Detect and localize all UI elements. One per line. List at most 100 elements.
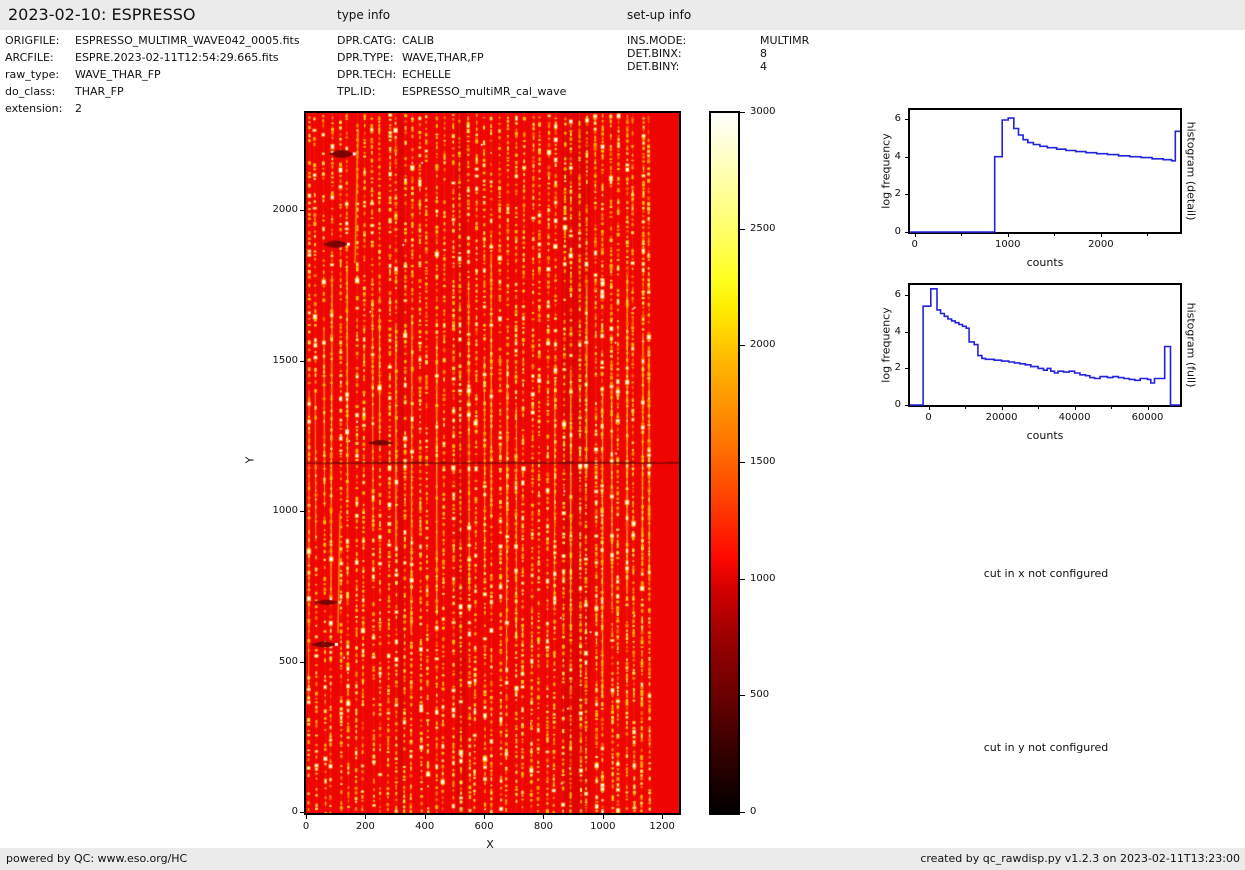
y-axis-tick-label: 1500 [272,354,298,366]
hist-x-tick-label: 60000 [1131,412,1164,423]
type-info-row: DPR.TYPE: WAVE,THAR,FP [337,51,484,64]
note-cut-x: cut in x not configured [983,567,1109,580]
type-info-value: ECHELLE [402,68,452,81]
hist-x-tick-label: 2000 [1088,239,1114,250]
hist-x-tick [1074,406,1076,410]
file-info-row: extension: 2 [5,102,82,115]
x-axis-tick [424,815,426,819]
type-info-header: type info [337,8,391,22]
setup-info-value: 4 [760,60,767,73]
type-info-value: ESPRESSO_multiMR_cal_wave [402,85,567,98]
y-axis-tick-label: 500 [278,655,298,667]
file-info-value: 2 [75,102,82,115]
file-info-row: raw_type: WAVE_THAR_FP [5,68,161,81]
x-axis-tick-label: 1200 [649,821,675,832]
y-axis-tick [300,360,304,362]
x-axis-tick-label: 400 [415,821,435,832]
raw-image-canvas [306,113,679,813]
page-title: 2023-02-10: ESPRESSO [8,5,196,24]
file-info-value: THAR_FP [75,85,124,98]
hist-y-tick [905,368,909,370]
y-axis-tick [300,812,304,813]
x-axis-tick [543,815,545,819]
file-info-value: ESPRE.2023-02-11T12:54:29.665.fits [75,51,279,64]
hist-x-tick [1100,233,1102,237]
colorbar [709,111,740,815]
hist-y-tick-label: 6 [894,113,901,125]
hist-x-minor-tick [1038,406,1040,409]
histogram-detail-right-label: histogram (detail) [1184,121,1198,221]
x-axis-tick-label: 600 [474,821,494,832]
histogram-detail-x-axis-label: counts [1026,256,1064,269]
note-cut-y: cut in y not configured [983,741,1109,754]
hist-y-tick-label: 6 [894,289,901,301]
histogram-line [910,117,1180,233]
file-info-value: WAVE_THAR_FP [75,68,161,81]
y-axis-tick [300,661,304,663]
type-info-label: DPR.CATG: [337,34,397,47]
setup-info-value: 8 [760,47,767,60]
hist-x-tick [1001,406,1003,410]
hist-y-tick-label: 2 [894,362,901,374]
type-info-row: DPR.TECH: ECHELLE [337,68,451,81]
x-axis-tick-label: 200 [355,821,375,832]
file-info-label: raw_type: [5,68,60,81]
file-info-row: ORIGFILE: ESPRESSO_MULTIMR_WAVE042_0005.f… [5,34,300,47]
colorbar-tick-label: 1000 [750,572,776,584]
histogram-full-frame [908,283,1182,407]
type-info-label: TPL.ID: [337,85,376,98]
y-axis-tick-label: 0 [291,806,298,817]
hist-x-tick-label: 0 [911,239,918,250]
type-info-label: DPR.TECH: [337,68,397,81]
colorbar-tick-label: 2000 [750,339,776,351]
type-info-value: WAVE,THAR,FP [402,51,484,64]
histogram-detail-frame [908,108,1182,234]
colorbar-tick [740,578,745,580]
type-info-value: CALIB [402,34,435,47]
histogram-full-right-label: histogram (full) [1184,302,1198,388]
hist-y-tick [905,331,909,333]
hist-x-tick [1007,233,1009,237]
setup-info-value: MULTIMR [760,34,810,47]
colorbar-tick [740,695,745,697]
histogram-full-plot [910,287,1180,406]
hist-y-tick-label: 0 [894,399,901,410]
type-info-row: DPR.CATG: CALIB [337,34,434,47]
hist-x-minor-tick [965,406,967,409]
raw-image-y-axis-label: Y [243,456,257,464]
x-axis-tick-label: 0 [302,821,310,832]
setup-info-label: DET.BINX: [627,47,682,60]
colorbar-gradient [711,113,738,813]
hist-x-tick-label: 1000 [995,239,1021,250]
hist-x-minor-tick [1054,233,1056,236]
setup-info-label: INS.MODE: [627,34,687,47]
hist-y-tick [905,295,909,297]
colorbar-tick-label: 500 [750,689,770,701]
hist-x-tick-label: 0 [925,412,932,423]
file-info-row: ARCFILE: ESPRE.2023-02-11T12:54:29.665.fi… [5,51,279,64]
x-axis-tick [602,815,604,819]
x-axis-tick [306,815,307,819]
footer-right-text: created by qc_rawdisp.py v1.2.3 on 2023-… [920,852,1240,865]
hist-x-tick [1147,406,1149,410]
x-axis-tick [484,815,486,819]
file-info-label: extension: [5,102,63,115]
file-info-label: do_class: [5,85,56,98]
histogram-detail-plot [910,117,1180,233]
footer-left-text: powered by QC: www.eso.org/HC [6,852,188,865]
raw-image-frame [304,111,681,815]
y-axis-tick-label: 1000 [272,505,298,517]
footer-bar [0,848,1245,870]
hist-y-tick [905,232,909,233]
hist-x-minor-tick [961,233,963,236]
hist-y-tick-label: 0 [894,226,901,237]
type-info-row: TPL.ID: ESPRESSO_multiMR_cal_wave [337,85,566,98]
x-axis-tick-label: 1000 [590,821,616,832]
histogram-line [910,287,1180,406]
y-axis-tick-label: 2000 [272,204,298,216]
hist-x-tick-label: 20000 [985,412,1018,423]
y-axis-tick [300,210,304,212]
colorbar-tick-label: 2500 [750,222,776,234]
setup-info-row: DET.BINX: 8 [627,47,767,60]
